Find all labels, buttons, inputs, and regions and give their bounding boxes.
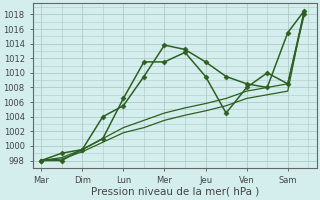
- X-axis label: Pression niveau de la mer( hPa ): Pression niveau de la mer( hPa ): [91, 187, 259, 197]
